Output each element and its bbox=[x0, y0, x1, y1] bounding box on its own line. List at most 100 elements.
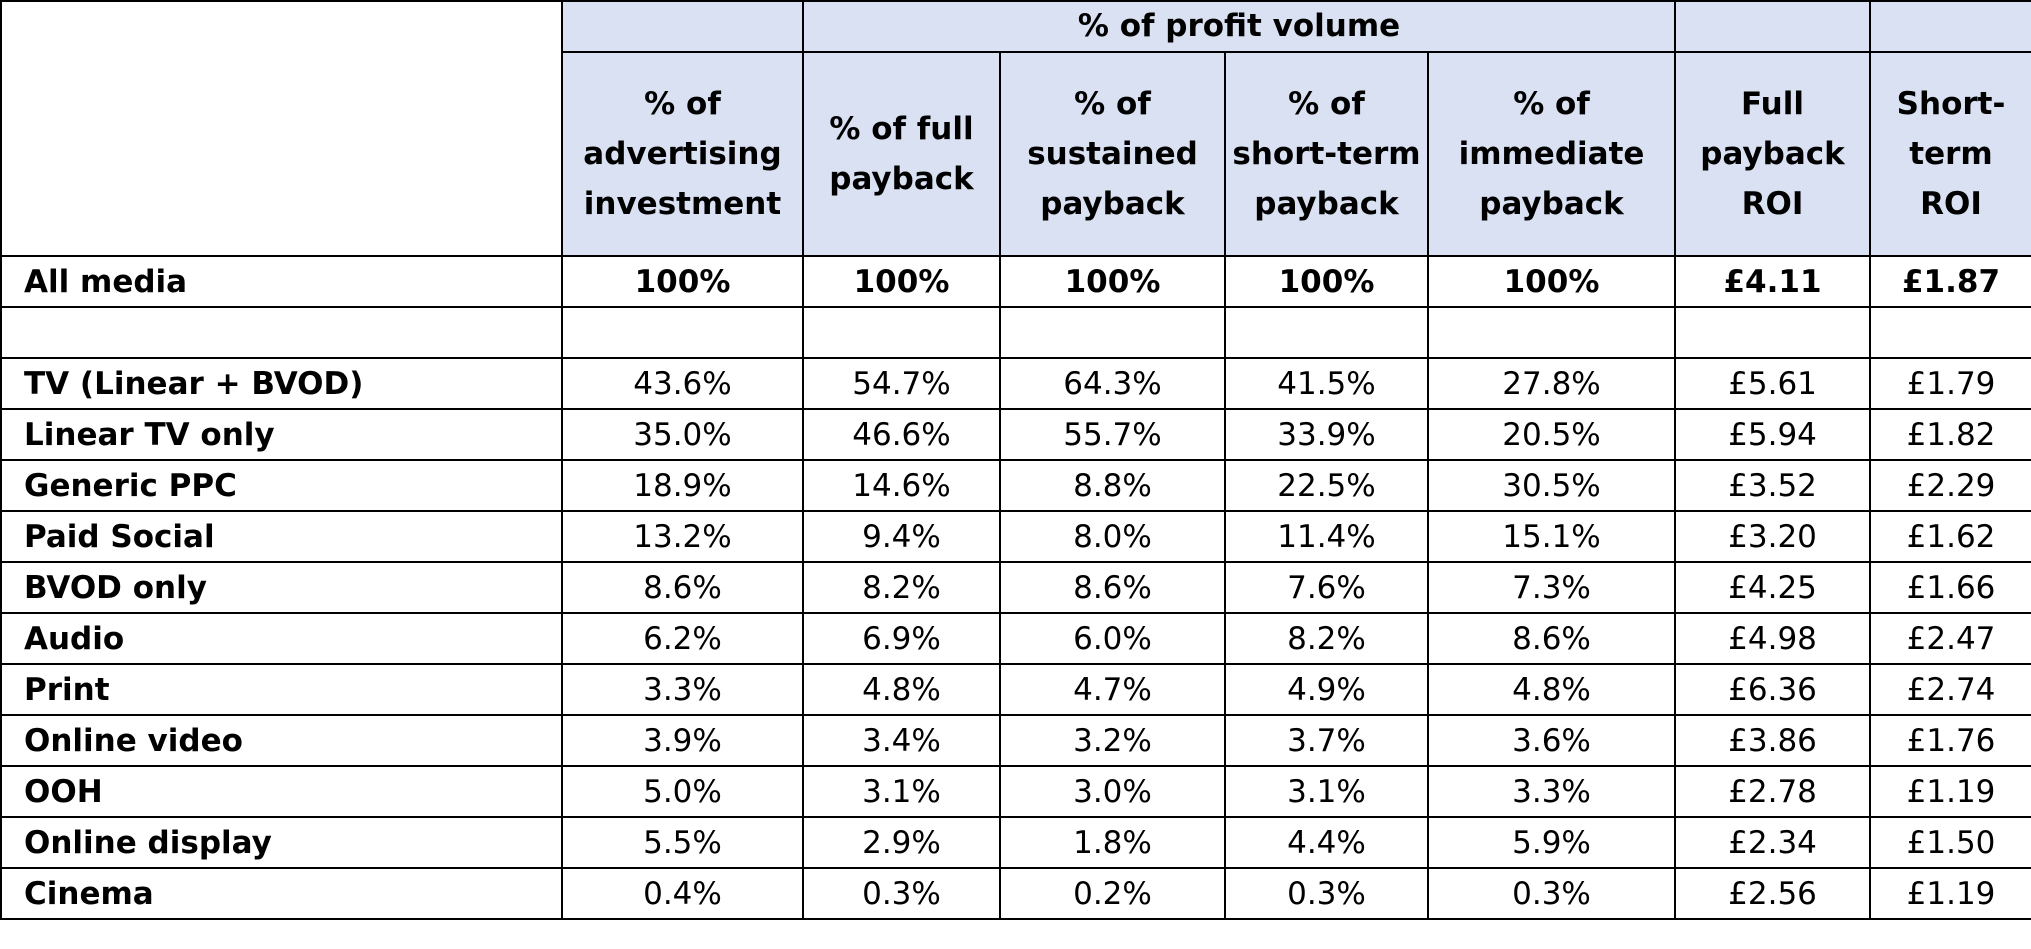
cell: 14.6% bbox=[802, 459, 1001, 512]
cell: 5.5% bbox=[561, 816, 804, 869]
cell: £2.74 bbox=[1869, 663, 2031, 716]
table-row: Audio 6.2% 6.9% 6.0% 8.2% 8.6% £4.98 £2.47 bbox=[0, 612, 2031, 665]
cell: £2.34 bbox=[1674, 816, 1872, 869]
cell: £3.20 bbox=[1674, 510, 1872, 563]
row-label: BVOD only bbox=[0, 561, 563, 614]
cell: 3.1% bbox=[802, 765, 1001, 818]
cell: 54.7% bbox=[802, 357, 1001, 410]
group-header-row: % of profit volume bbox=[0, 0, 2031, 257]
cell: 3.9% bbox=[561, 714, 804, 767]
cell: £4.25 bbox=[1674, 561, 1872, 614]
column-header: % of immediate payback bbox=[1426, 51, 1677, 257]
table-row: BVOD only 8.6% 8.2% 8.6% 7.6% 7.3% £4.25 £1.66 bbox=[0, 561, 2031, 614]
cell: 30.5% bbox=[1426, 459, 1677, 512]
cell: 7.3% bbox=[1426, 561, 1677, 614]
empty-cell bbox=[999, 306, 1226, 359]
row-label: Paid Social bbox=[0, 510, 563, 563]
cell: 4.8% bbox=[1426, 663, 1677, 716]
row-label: Generic PPC bbox=[0, 459, 563, 512]
spacer-row bbox=[0, 306, 2031, 359]
cell: £1.19 bbox=[1869, 867, 2031, 920]
cell: 41.5% bbox=[1224, 357, 1429, 410]
row-label: Linear TV only bbox=[0, 408, 563, 461]
column-header: Full payback ROI bbox=[1674, 51, 1872, 257]
cell: £2.29 bbox=[1869, 459, 2031, 512]
cell: 7.6% bbox=[1224, 561, 1429, 614]
cell: £1.87 bbox=[1869, 255, 2031, 308]
table-row: Online video 3.9% 3.4% 3.2% 3.7% 3.6% £3.86 £1.… bbox=[0, 714, 2031, 767]
cell: 3.1% bbox=[1224, 765, 1429, 818]
cell: £2.47 bbox=[1869, 612, 2031, 665]
cell: £5.61 bbox=[1674, 357, 1872, 410]
cell: 43.6% bbox=[561, 357, 804, 410]
column-header: % of short-term payback bbox=[1224, 51, 1429, 257]
cell: 13.2% bbox=[561, 510, 804, 563]
cell: 1.8% bbox=[999, 816, 1226, 869]
column-header: % of full payback bbox=[802, 51, 1001, 257]
column-header: % of sustained payback bbox=[999, 51, 1226, 257]
table-row: Print 3.3% 4.8% 4.7% 4.9% 4.8% £6.36 £2.74 bbox=[0, 663, 2031, 716]
cell: £1.76 bbox=[1869, 714, 2031, 767]
cell: 22.5% bbox=[1224, 459, 1429, 512]
table-row: Online display 5.5% 2.9% 1.8% 4.4% 5.9% £2.34 £… bbox=[0, 816, 2031, 869]
table-row: Linear TV only 35.0% 46.6% 55.7% 33.9% 20.5% £… bbox=[0, 408, 2031, 461]
row-label: Online video bbox=[0, 714, 563, 767]
cell: 3.2% bbox=[999, 714, 1226, 767]
cell: £2.56 bbox=[1674, 867, 1872, 920]
cell: 6.2% bbox=[561, 612, 804, 665]
cell: 3.7% bbox=[1224, 714, 1429, 767]
cell: 6.9% bbox=[802, 612, 1001, 665]
cell: £3.86 bbox=[1674, 714, 1872, 767]
cell: 4.8% bbox=[802, 663, 1001, 716]
row-label: Print bbox=[0, 663, 563, 716]
cell: £4.98 bbox=[1674, 612, 1872, 665]
table-row: Paid Social 13.2% 9.4% 8.0% 11.4% 15.1% £3.20 £… bbox=[0, 510, 2031, 563]
cell: 27.8% bbox=[1426, 357, 1677, 410]
cell: 6.0% bbox=[999, 612, 1226, 665]
cell: 100% bbox=[999, 255, 1226, 308]
table-row: Generic PPC 18.9% 14.6% 8.8% 22.5% 30.5% £3.52… bbox=[0, 459, 2031, 512]
cell: 100% bbox=[1224, 255, 1429, 308]
cell: 100% bbox=[802, 255, 1001, 308]
cell: £1.19 bbox=[1869, 765, 2031, 818]
cell: 2.9% bbox=[802, 816, 1001, 869]
cell: 9.4% bbox=[802, 510, 1001, 563]
cell: 4.7% bbox=[999, 663, 1226, 716]
cell: 100% bbox=[561, 255, 804, 308]
empty-cell bbox=[0, 306, 563, 359]
cell: 8.2% bbox=[1224, 612, 1429, 665]
empty-cell bbox=[1869, 306, 2031, 359]
empty-cell bbox=[1224, 306, 1429, 359]
cell: 5.0% bbox=[561, 765, 804, 818]
row-label: Cinema bbox=[0, 867, 563, 920]
table-body: All media 100% 100% 100% 100% 100% £4.11 £1.87 T… bbox=[0, 255, 2031, 920]
cell: £4.11 bbox=[1674, 255, 1872, 308]
column-header: Short-term ROI bbox=[1869, 51, 2031, 257]
row-label: All media bbox=[0, 255, 563, 308]
empty-cell bbox=[1426, 306, 1677, 359]
header-cell bbox=[561, 0, 804, 53]
cell: £2.78 bbox=[1674, 765, 1872, 818]
cell: £1.62 bbox=[1869, 510, 2031, 563]
empty-cell bbox=[561, 306, 804, 359]
column-header: % of advertising investment bbox=[561, 51, 804, 257]
cell: £6.36 bbox=[1674, 663, 1872, 716]
row-label: Audio bbox=[0, 612, 563, 665]
table-row: OOH 5.0% 3.1% 3.0% 3.1% 3.3% £2.78 £1.19 bbox=[0, 765, 2031, 818]
cell: 18.9% bbox=[561, 459, 804, 512]
header-cell bbox=[1674, 0, 1872, 53]
cell: 100% bbox=[1426, 255, 1677, 308]
cell: £1.82 bbox=[1869, 408, 2031, 461]
cell: 8.8% bbox=[999, 459, 1226, 512]
cell: 64.3% bbox=[999, 357, 1226, 410]
cell: 3.0% bbox=[999, 765, 1226, 818]
cell: 8.2% bbox=[802, 561, 1001, 614]
cell: £1.50 bbox=[1869, 816, 2031, 869]
table-row: Cinema 0.4% 0.3% 0.2% 0.3% 0.3% £2.56 £1.19 bbox=[0, 867, 2031, 920]
cell: 3.3% bbox=[1426, 765, 1677, 818]
empty-cell bbox=[802, 306, 1001, 359]
cell: 0.3% bbox=[802, 867, 1001, 920]
cell: 8.6% bbox=[1426, 612, 1677, 665]
cell: 4.4% bbox=[1224, 816, 1429, 869]
